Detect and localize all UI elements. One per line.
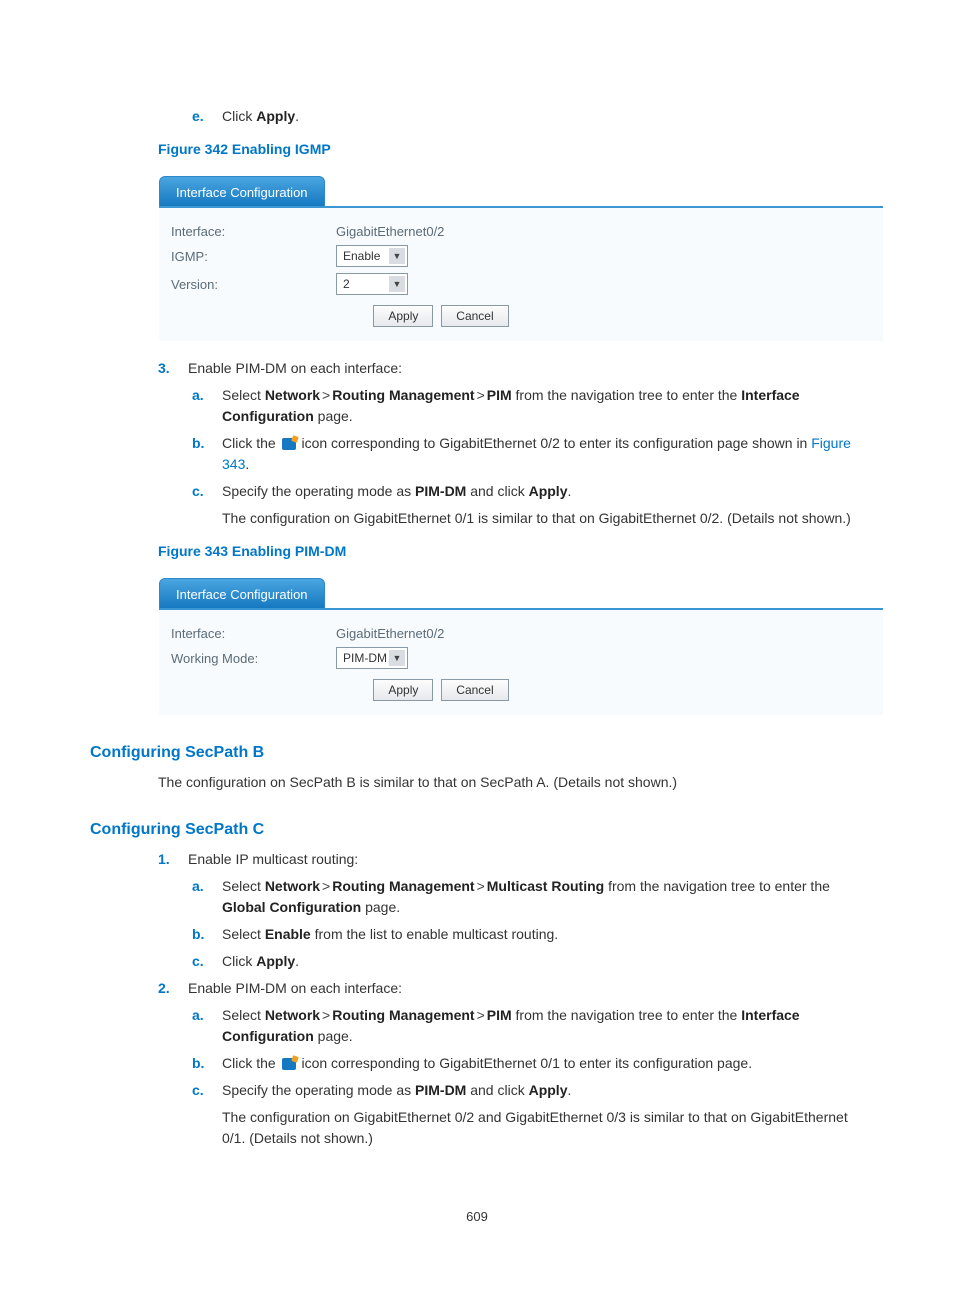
edit-icon	[282, 438, 296, 450]
label-version: Version:	[171, 277, 336, 292]
chevron-down-icon: ▼	[389, 650, 405, 666]
tab-interface-configuration[interactable]: Interface Configuration	[159, 578, 325, 608]
heading-secpath-b: Configuring SecPath B	[90, 744, 864, 762]
label-igmp: IGMP:	[171, 249, 336, 264]
substep-e-marker: e.	[192, 106, 222, 127]
figure-343-title: Figure 343 Enabling PIM-DM	[158, 543, 864, 559]
label-interface: Interface:	[171, 626, 336, 641]
step-3-note: The configuration on GigabitEthernet 0/1…	[222, 508, 864, 529]
substep-e-text: Click Apply.	[222, 106, 299, 127]
cancel-button[interactable]: Cancel	[441, 679, 508, 701]
page-number: 609	[90, 1209, 864, 1224]
step-3a: a. Select Network>Routing Management>PIM…	[192, 385, 864, 427]
secpath-c-step-1b: b. Select Enable from the list to enable…	[192, 924, 864, 945]
secpath-c-step-2: 2. Enable PIM-DM on each interface:	[158, 978, 864, 999]
step-3b: b. Click the icon corresponding to Gigab…	[192, 433, 864, 475]
secpath-c-step-2a: a. Select Network>Routing Management>PIM…	[192, 1005, 864, 1047]
substep-e: e. Click Apply.	[192, 106, 864, 127]
secpath-c-step-1a: a. Select Network>Routing Management>Mul…	[192, 876, 864, 918]
label-working-mode: Working Mode:	[171, 651, 336, 666]
chevron-down-icon: ▼	[389, 248, 405, 264]
apply-button[interactable]: Apply	[373, 305, 433, 327]
step-3c: c. Specify the operating mode as PIM-DM …	[192, 481, 864, 502]
apply-button[interactable]: Apply	[373, 679, 433, 701]
step-3: 3. Enable PIM-DM on each interface:	[158, 358, 864, 379]
tab-interface-configuration[interactable]: Interface Configuration	[159, 176, 325, 206]
secpath-c-step-1: 1. Enable IP multicast routing:	[158, 849, 864, 870]
heading-secpath-c: Configuring SecPath C	[90, 821, 864, 839]
secpath-c-step-2b: b. Click the icon corresponding to Gigab…	[192, 1053, 864, 1074]
secpath-b-text: The configuration on SecPath B is simila…	[158, 772, 864, 793]
select-version[interactable]: 2 ▼	[336, 273, 408, 295]
value-interface: GigabitEthernet0/2	[336, 626, 444, 641]
chevron-down-icon: ▼	[389, 276, 405, 292]
value-interface: GigabitEthernet0/2	[336, 224, 444, 239]
secpath-c-step-1c: c. Click Apply.	[192, 951, 864, 972]
figure-342-title: Figure 342 Enabling IGMP	[158, 141, 864, 157]
edit-icon	[282, 1058, 296, 1070]
cancel-button[interactable]: Cancel	[441, 305, 508, 327]
secpath-c-step-2c: c. Specify the operating mode as PIM-DM …	[192, 1080, 864, 1101]
figure-343-panel: Interface Configuration Interface: Gigab…	[158, 567, 864, 716]
select-igmp[interactable]: Enable ▼	[336, 245, 408, 267]
figure-342-panel: Interface Configuration Interface: Gigab…	[158, 165, 864, 342]
label-interface: Interface:	[171, 224, 336, 239]
select-working-mode[interactable]: PIM-DM ▼	[336, 647, 408, 669]
secpath-c-step-2-note: The configuration on GigabitEthernet 0/2…	[222, 1107, 864, 1149]
